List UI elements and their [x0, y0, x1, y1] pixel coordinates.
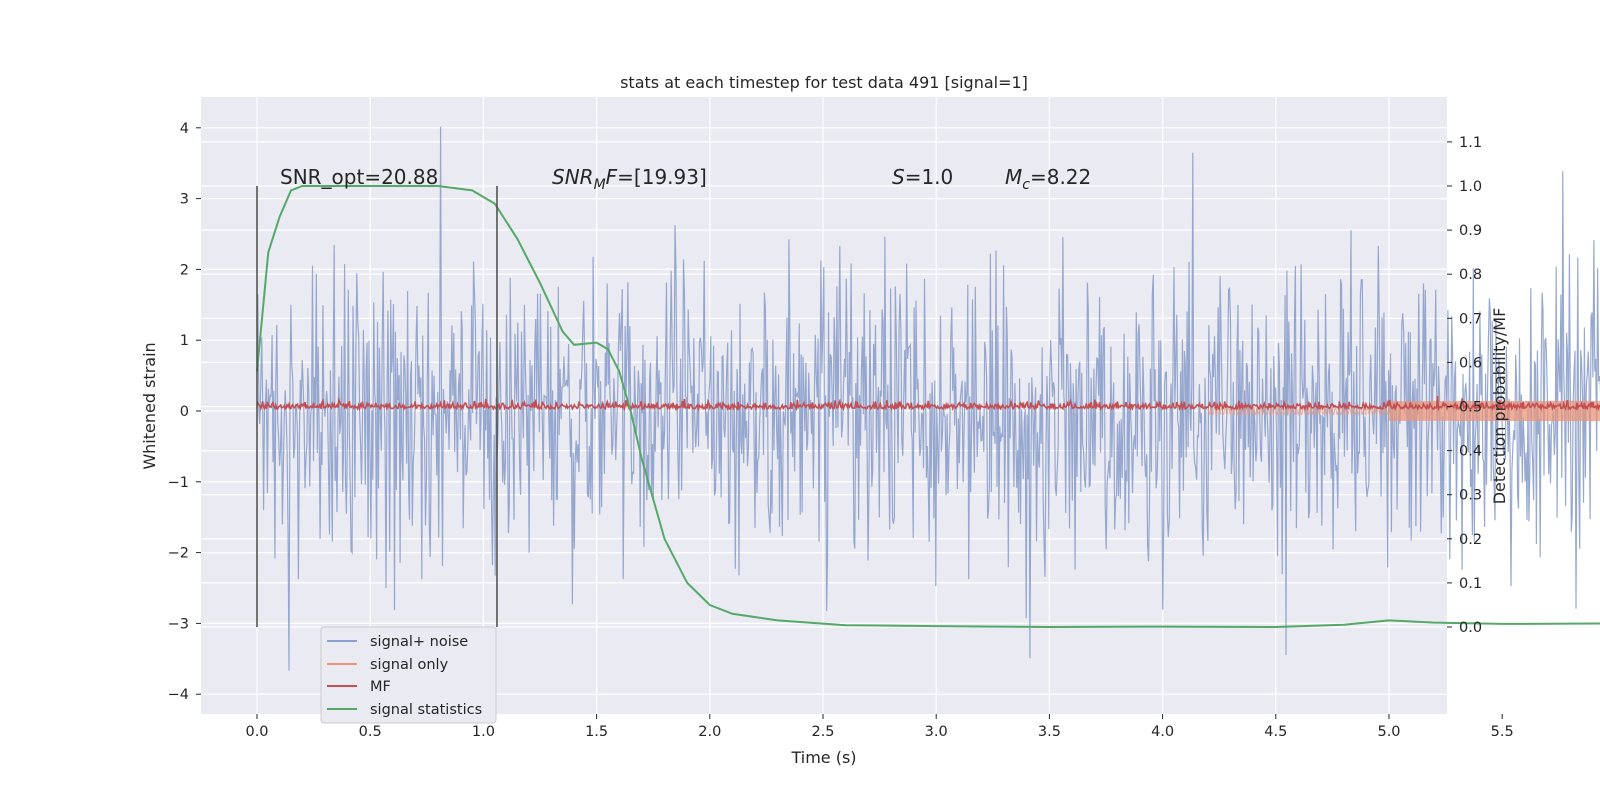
legend: signal+ noise signal only MF signal stat… — [320, 626, 497, 724]
y2-tick-label: 0.1 — [1459, 576, 1482, 592]
annotation-s-symbol: S — [892, 165, 905, 189]
y-tick-label: 0 — [180, 404, 189, 420]
annotation-mc-value: =8.22 — [1030, 165, 1091, 189]
y2-tick-label: 0.6 — [1459, 355, 1482, 371]
y-tick-label: −2 — [168, 546, 189, 562]
x-tick-label: 0.5 — [359, 724, 382, 740]
y-tick-label: −1 — [168, 475, 189, 491]
annotation-snr-mf-symbol: SNR — [552, 165, 594, 189]
series-signal-noise — [256, 126, 1600, 671]
x-tick-label: 4.0 — [1151, 724, 1174, 740]
y-tick-label: 2 — [180, 262, 189, 278]
annotation-snr-opt: SNR_opt=20.88 — [280, 165, 438, 189]
y2-tick-label: 1.0 — [1459, 179, 1482, 195]
x-tick-label: 0.0 — [245, 724, 268, 740]
annotation-s: S=1.0 — [892, 165, 953, 189]
y-tick-label: −4 — [168, 687, 189, 703]
x-tick-label: 5.0 — [1377, 724, 1400, 740]
y2-tick-label: 0.0 — [1459, 620, 1482, 636]
y-tick-label: 1 — [180, 333, 189, 349]
legend-box — [320, 626, 497, 724]
x-axis-label: Time (s) — [790, 748, 856, 767]
y2-tick-label: 0.2 — [1459, 532, 1482, 548]
annotation-snr-mf-subscript: M — [594, 177, 606, 193]
annotation-snr-mf-value: =[19.93] — [617, 165, 707, 189]
x-tick-label: 2.5 — [811, 724, 834, 740]
y2-tick-label: 0.9 — [1459, 223, 1482, 239]
y2-tick-label: 0.7 — [1459, 311, 1482, 327]
annotation-mc: Mc=8.22 — [1005, 165, 1091, 193]
legend-label-mf: MF — [370, 679, 391, 695]
vertical-markers — [256, 186, 498, 627]
y-axis-label: Whitened strain — [140, 342, 159, 469]
y2-axis-ticks: 1.1 1.0 0.9 0.8 0.7 0.6 0.5 0.4 0.3 0.2 0.1 0.0 — [1447, 135, 1482, 636]
legend-label-signal-only: signal only — [370, 657, 449, 673]
data-layer — [256, 126, 1600, 671]
annotation-s-value: =1.0 — [905, 165, 954, 189]
y2-tick-label: 0.4 — [1459, 444, 1482, 460]
annotation-snr-mf-symbol-2: F — [606, 165, 618, 189]
legend-label-signal-noise: signal+ noise — [370, 634, 468, 650]
y2-tick-label: 0.3 — [1459, 488, 1482, 504]
annotation-snr-mf: SNRMF=[19.93] — [552, 165, 707, 193]
x-tick-label: 4.5 — [1264, 724, 1287, 740]
x-axis-ticks: 0.00.51.01.52.02.53.03.54.04.55.05.56.06… — [245, 714, 1514, 740]
y2-tick-label: 0.5 — [1459, 400, 1482, 416]
x-tick-label: 1.5 — [585, 724, 608, 740]
y2-tick-label: 1.1 — [1459, 135, 1482, 151]
series-signal-statistics — [256, 185, 1600, 629]
y-tick-label: 3 — [180, 192, 189, 208]
x-tick-label: 2.0 — [698, 724, 721, 740]
y2-tick-label: 0.8 — [1459, 267, 1482, 283]
x-tick-label: 3.5 — [1038, 724, 1061, 740]
series-mf — [256, 395, 1600, 412]
y-axis-ticks: 4 3 2 1 0 −1 −2 −3 −4 — [168, 121, 201, 703]
y2-axis-label: Detection probability/MF — [1490, 308, 1509, 505]
y-tick-label: 4 — [180, 121, 189, 137]
legend-label-signal-statistics: signal statistics — [370, 702, 482, 718]
x-tick-label: 5.5 — [1491, 724, 1514, 740]
annotation-mc-subscript: c — [1022, 177, 1030, 193]
y-tick-label: −3 — [168, 616, 189, 632]
series-signal-only — [1207, 400, 1600, 422]
annotation-mc-symbol: M — [1005, 165, 1022, 189]
chart-title: stats at each timestep for test data 491… — [620, 73, 1028, 92]
x-tick-label: 3.0 — [925, 724, 948, 740]
x-tick-label: 1.0 — [472, 724, 495, 740]
